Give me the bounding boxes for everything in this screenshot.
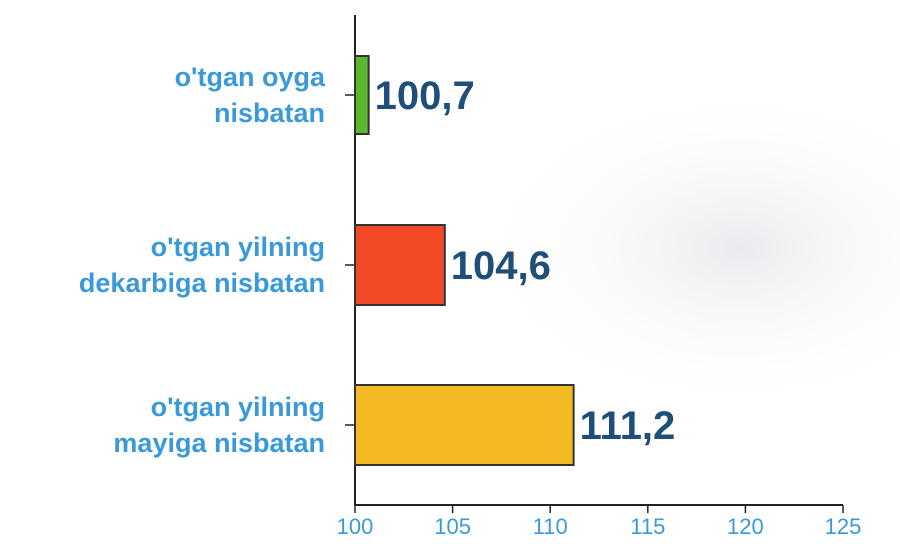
x-tick-label: 110: [533, 514, 568, 539]
bar: [354, 384, 575, 466]
x-tick-label: 125: [825, 514, 862, 539]
bar: [354, 55, 370, 135]
category-label: o'tgan yilning dekarbiga nisbatan: [78, 232, 325, 298]
background-image: [360, 100, 900, 430]
x-tick-label: 120: [727, 514, 764, 539]
bar: [354, 224, 446, 306]
x-tick-label: 115: [630, 514, 665, 539]
value-label: 100,7: [375, 74, 475, 118]
category-label: o'tgan yilning mayiga nisbatan: [113, 392, 325, 458]
value-label: 104,6: [451, 244, 551, 288]
category-label: o'tgan oyga nisbatan: [174, 62, 325, 128]
value-label: 111,2: [580, 404, 676, 448]
x-tick-label: 105: [434, 514, 471, 539]
x-tick-label: 100: [337, 514, 374, 539]
